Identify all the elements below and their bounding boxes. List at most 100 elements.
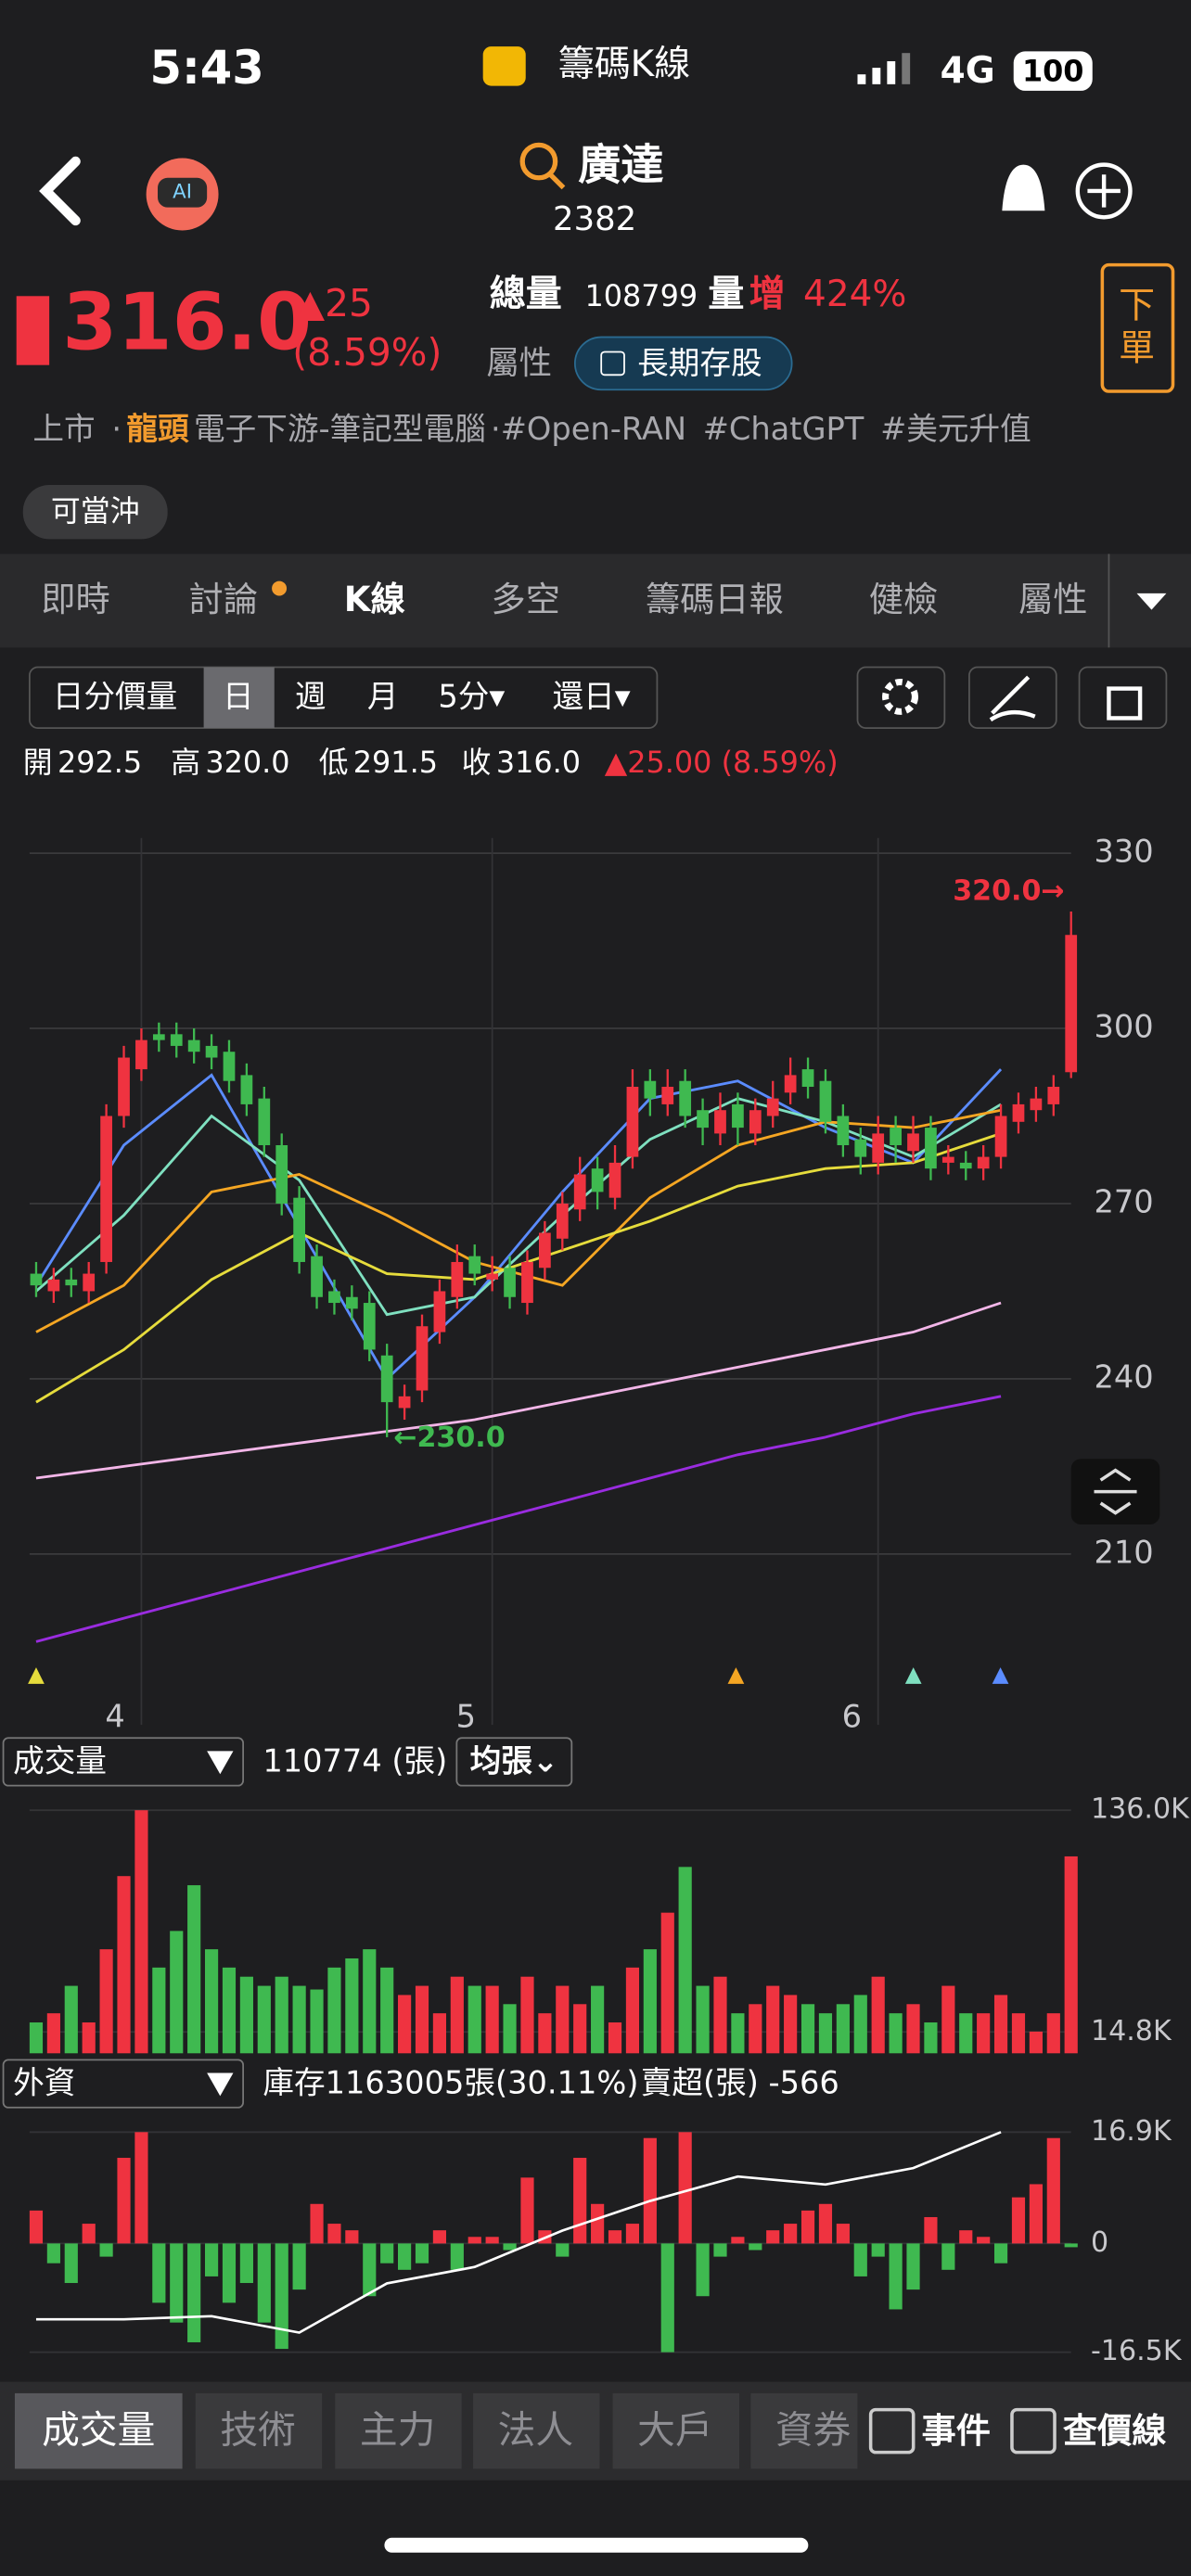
foreign-bar <box>784 2224 798 2244</box>
volume-bar <box>310 1989 324 2054</box>
volume-bar <box>187 1885 201 2054</box>
bottom-tab[interactable] <box>14 2392 183 2469</box>
volume-bar <box>398 1995 412 2054</box>
period-button[interactable]: 還日▾ <box>553 679 631 715</box>
bottom-tab[interactable] <box>612 2392 739 2469</box>
event-marker[interactable] <box>992 1667 1009 1684</box>
foreign-bar <box>889 2243 903 2310</box>
checkbox-label: 事件 <box>922 2410 991 2451</box>
search-icon[interactable] <box>519 142 558 181</box>
foreign-bar <box>467 2237 481 2244</box>
candle-body <box>1047 1087 1060 1104</box>
foreign-bar <box>239 2243 253 2284</box>
foreign-bar <box>573 2158 587 2244</box>
search-icon-handle <box>548 172 566 190</box>
bottom-tab[interactable] <box>473 2392 600 2469</box>
tab-more[interactable] <box>1136 593 1167 610</box>
bottom-tab[interactable] <box>195 2392 323 2469</box>
bottom-tab-label: 技術 <box>220 2407 295 2452</box>
volume-bar <box>836 2004 850 2054</box>
event-marker[interactable] <box>727 1667 745 1684</box>
tab[interactable]: 即時 <box>41 579 109 619</box>
volume-bar <box>432 2013 447 2054</box>
volume-bar <box>731 2013 745 2054</box>
tab[interactable]: 多空 <box>492 579 560 619</box>
volume-select[interactable] <box>2 1737 244 1787</box>
event-marker[interactable] <box>904 1667 922 1684</box>
avg-button[interactable] <box>455 1737 573 1787</box>
volume-bar <box>152 1967 166 2054</box>
y-tick-label: 210 <box>1095 1534 1154 1570</box>
foreign-bar <box>766 2230 780 2244</box>
tab[interactable]: 屬性 <box>1018 579 1087 619</box>
add-button[interactable] <box>1075 162 1133 220</box>
period-button[interactable]: 月 <box>367 679 399 715</box>
period-button[interactable]: 日分價量 <box>53 679 178 715</box>
attribute-pill[interactable] <box>573 336 793 391</box>
candle-body <box>328 1291 340 1304</box>
ai-button[interactable]: AI <box>146 158 219 231</box>
candle-body <box>275 1144 288 1204</box>
candle-body <box>521 1261 533 1304</box>
ohlc-item: 291.5 <box>353 745 438 780</box>
period-button[interactable]: 週 <box>295 679 327 715</box>
tab[interactable]: 健檢 <box>869 579 938 619</box>
bottom-tab-label: 成交量 <box>42 2407 155 2452</box>
event-marker[interactable] <box>28 1667 45 1684</box>
volume-bar <box>380 1967 394 2054</box>
network: 4G <box>941 50 995 92</box>
candle-body <box>994 1116 1007 1157</box>
draw-button[interactable] <box>968 666 1057 729</box>
battery <box>1013 51 1093 91</box>
bottom-tab[interactable] <box>750 2392 858 2469</box>
rotate-button[interactable] <box>1078 666 1168 729</box>
notification-dot <box>272 580 288 596</box>
battery-level: 100 <box>1022 53 1084 88</box>
low-annotation: ←230.0 <box>393 1422 505 1454</box>
foreign-select[interactable] <box>2 2059 244 2109</box>
foreign-bar <box>485 2237 499 2244</box>
tab[interactable]: 籌碼日報 <box>646 579 784 619</box>
foreign-select-label: 外資 <box>13 2064 75 2100</box>
price-chart: 330 300 270 240 210 4 5 6 320.0→ ←230.0 <box>29 834 1154 1735</box>
candle-body <box>801 1069 814 1088</box>
foreign-net: 賣超(張) -566 <box>641 2064 839 2100</box>
tab[interactable]: 討論 <box>189 579 258 619</box>
bottom-tab[interactable] <box>335 2392 462 2469</box>
foreign-bar <box>608 2230 622 2244</box>
checkbox[interactable] <box>868 2407 916 2455</box>
volume-bar <box>363 1949 377 2054</box>
candle-body <box>258 1098 271 1145</box>
period-button[interactable]: 5分▾ <box>438 679 505 715</box>
app-name: 籌碼K線 <box>558 44 690 85</box>
moving-average <box>35 1301 1002 1480</box>
settings-button[interactable] <box>856 666 946 729</box>
foreign-bar <box>64 2243 78 2284</box>
foreign-bar <box>204 2243 219 2276</box>
tab[interactable]: K線 <box>344 579 405 619</box>
bell-button[interactable] <box>1002 164 1045 211</box>
y-tick-label: 0 <box>1091 2226 1108 2259</box>
volume-bar <box>327 1967 341 2054</box>
candle-body <box>152 1034 165 1040</box>
candle-body <box>837 1116 850 1145</box>
period-button[interactable]: 日 <box>223 679 254 715</box>
back-button[interactable] <box>39 156 81 226</box>
volume-total: 110774 (張) <box>263 1742 447 1779</box>
order-button[interactable] <box>1100 262 1175 393</box>
total-volume-label: 總量 <box>490 274 562 315</box>
foreign-bar <box>275 2243 288 2350</box>
candle-body <box>556 1203 569 1239</box>
tag: 龍頭 <box>126 411 189 447</box>
volume-bar <box>713 1976 727 2054</box>
y-tick-label: 240 <box>1095 1358 1154 1395</box>
checkbox[interactable] <box>1010 2407 1057 2455</box>
settings-icon <box>882 678 919 715</box>
foreign-bar <box>660 2243 674 2353</box>
bottom-tab-label: 大戶 <box>637 2407 712 2452</box>
volume-bar <box>749 2004 762 2054</box>
volume-bar <box>82 2022 96 2054</box>
ai-icon-text: AI <box>173 181 192 204</box>
foreign-bar <box>345 2230 359 2244</box>
